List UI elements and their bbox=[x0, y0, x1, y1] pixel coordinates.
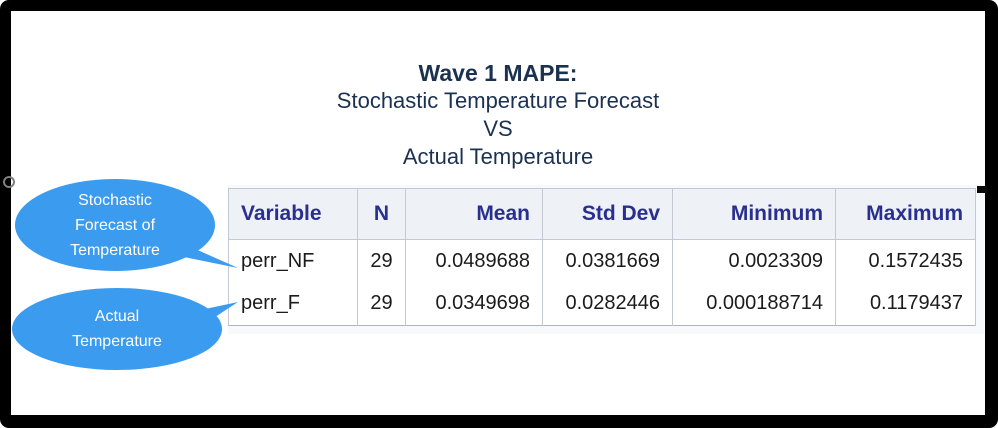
title-line-1: Wave 1 MAPE: bbox=[418, 60, 578, 86]
cell-variable: perr_F bbox=[228, 282, 358, 326]
cell-std-dev: 0.0381669 bbox=[542, 239, 673, 283]
slide-canvas: Wave 1 MAPE: Stochastic Temperature Fore… bbox=[11, 11, 985, 415]
callout-actual-temperature: Actual Temperature bbox=[12, 288, 222, 370]
cell-std-dev: 0.0282446 bbox=[542, 282, 673, 326]
col-header-std-dev: Std Dev bbox=[542, 188, 673, 240]
table-header: Variable N Mean Std Dev Minimum Maximum bbox=[228, 188, 976, 240]
callout-stochastic-forecast: Stochastic Forecast of Temperature bbox=[15, 179, 215, 271]
cell-maximum: 0.1179437 bbox=[835, 282, 976, 326]
selection-handle-artifact bbox=[3, 176, 15, 188]
cell-n: 29 bbox=[357, 239, 406, 283]
col-header-minimum: Minimum bbox=[672, 188, 836, 240]
sas-output-region: Variable N Mean Std Dev Minimum Maximum … bbox=[228, 185, 984, 334]
table-header-row: Variable N Mean Std Dev Minimum Maximum bbox=[228, 188, 976, 240]
slide-title: Wave 1 MAPE: Stochastic Temperature Fore… bbox=[11, 59, 985, 171]
table-body: perr_NF 29 0.0489688 0.0381669 0.0023309… bbox=[228, 239, 976, 326]
cell-mean: 0.0349698 bbox=[405, 282, 543, 326]
title-line-3: VS bbox=[483, 116, 513, 141]
cell-variable: perr_NF bbox=[228, 239, 358, 283]
col-header-variable: Variable bbox=[228, 188, 358, 240]
cell-mean: 0.0489688 bbox=[405, 239, 543, 283]
cell-minimum: 0.000188714 bbox=[672, 282, 836, 326]
cell-minimum: 0.0023309 bbox=[672, 239, 836, 283]
callout-line: Temperature bbox=[72, 333, 162, 350]
table-row-perr-nf: perr_NF 29 0.0489688 0.0381669 0.0023309… bbox=[228, 239, 976, 283]
table-row-perr-f: perr_F 29 0.0349698 0.0282446 0.00018871… bbox=[228, 282, 976, 326]
summary-statistics-table: Variable N Mean Std Dev Minimum Maximum … bbox=[228, 188, 976, 326]
title-line-4: Actual Temperature bbox=[402, 144, 594, 169]
col-header-maximum: Maximum bbox=[835, 188, 976, 240]
edge-crop-artifact bbox=[977, 186, 987, 193]
cell-maximum: 0.1572435 bbox=[835, 239, 976, 283]
cell-n: 29 bbox=[357, 282, 406, 326]
callout-line: Actual bbox=[94, 308, 140, 325]
callout-line: Stochastic bbox=[78, 192, 152, 209]
callout-line: Temperature bbox=[70, 242, 160, 259]
col-header-n: N bbox=[357, 188, 406, 240]
col-header-mean: Mean bbox=[405, 188, 543, 240]
title-line-2: Stochastic Temperature Forecast bbox=[336, 88, 660, 113]
callout-line: Forecast of bbox=[74, 217, 156, 234]
